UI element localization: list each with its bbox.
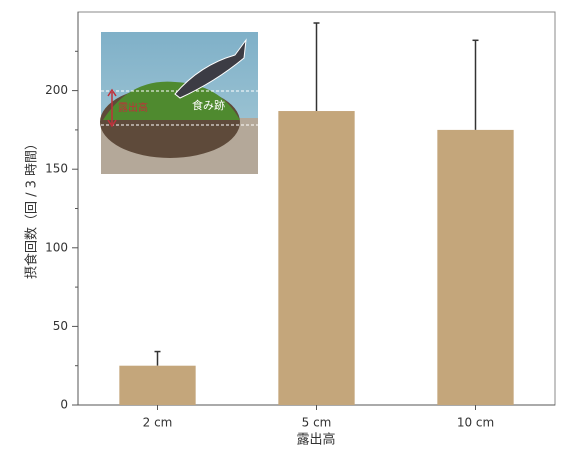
y-tick-label: 50 xyxy=(53,319,68,333)
bar xyxy=(278,111,354,405)
y-tick-label: 150 xyxy=(45,162,68,176)
x-axis-label: 露出高 xyxy=(296,432,335,448)
bar xyxy=(119,366,195,405)
inset-label: 食み跡 xyxy=(192,98,225,112)
inset-photo: 露出高 食み跡 xyxy=(100,32,258,174)
x-tick-label: 10 cm xyxy=(457,416,494,430)
bar xyxy=(437,130,513,405)
y-tick-label: 0 xyxy=(60,398,68,412)
chart: 露出高 食み跡 露出高 摂食回数（回 / 3 時間） 0 50 100 150 200 2… xyxy=(0,0,561,455)
inset-label: 露出高 xyxy=(118,101,148,114)
x-tick-label: 2 cm xyxy=(143,416,173,430)
x-tick-label: 5 cm xyxy=(302,416,332,430)
y-tick-label: 200 xyxy=(45,83,68,97)
y-axis-label: 摂食回数（回 / 3 時間） xyxy=(24,137,40,279)
y-tick-label: 100 xyxy=(45,240,68,254)
